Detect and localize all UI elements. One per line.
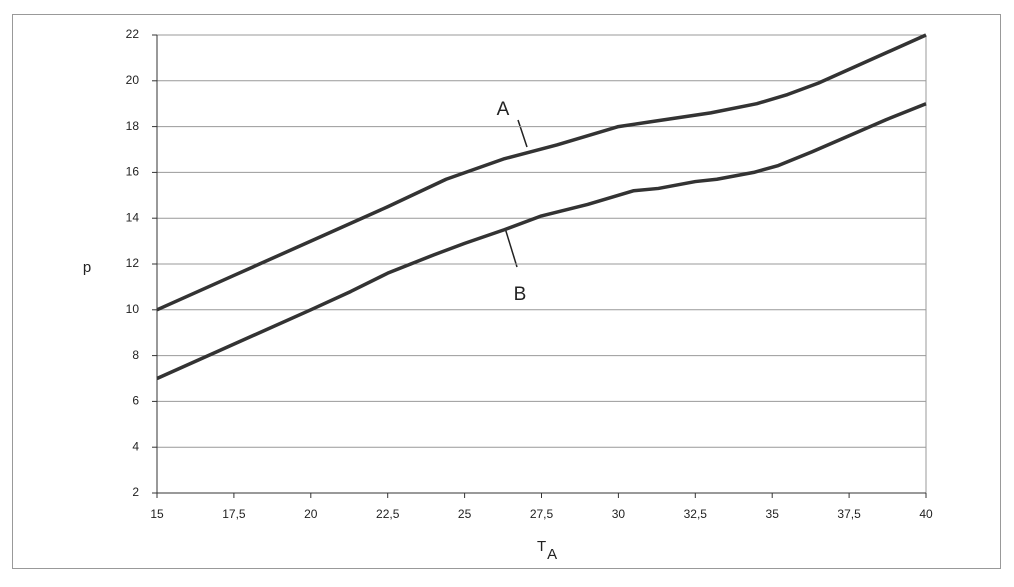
- x-tick-label: 32,5: [684, 507, 708, 521]
- chart-frame: [12, 14, 1001, 569]
- x-axis-label-subscript: A: [547, 546, 557, 563]
- x-tick-label: 22,5: [376, 507, 400, 521]
- x-tick-label: 40: [919, 507, 933, 521]
- series-label: B: [514, 284, 527, 305]
- x-tick-label: 30: [612, 507, 626, 521]
- x-tick-label: 27,5: [530, 507, 554, 521]
- y-tick-label: 4: [132, 439, 139, 453]
- y-tick-label: 8: [132, 348, 139, 362]
- y-tick-label: 14: [126, 210, 140, 224]
- y-tick-label: 6: [132, 394, 139, 408]
- y-tick-label: 12: [126, 256, 140, 270]
- x-axis-label-main: T: [537, 538, 546, 555]
- data-line: [156, 102, 927, 381]
- x-tick-label: 17,5: [222, 507, 246, 521]
- y-axis-label: p: [83, 259, 91, 276]
- y-tick-label: 22: [126, 27, 140, 41]
- x-tick-label: 35: [766, 507, 780, 521]
- data-line: [156, 33, 927, 312]
- y-tick-label: 20: [126, 73, 140, 87]
- x-tick-label: 15: [150, 507, 164, 521]
- x-tick-label: 20: [304, 507, 318, 521]
- y-tick-label: 10: [126, 302, 140, 316]
- y-tick-label: 18: [126, 119, 140, 133]
- series-label: A: [497, 99, 510, 120]
- y-tick-label: 16: [126, 165, 140, 179]
- leader-line: [517, 119, 528, 148]
- x-tick-label: 37,5: [837, 507, 861, 521]
- x-tick-label: 25: [458, 507, 472, 521]
- y-tick-label: 2: [132, 485, 139, 499]
- leader-line: [504, 227, 518, 268]
